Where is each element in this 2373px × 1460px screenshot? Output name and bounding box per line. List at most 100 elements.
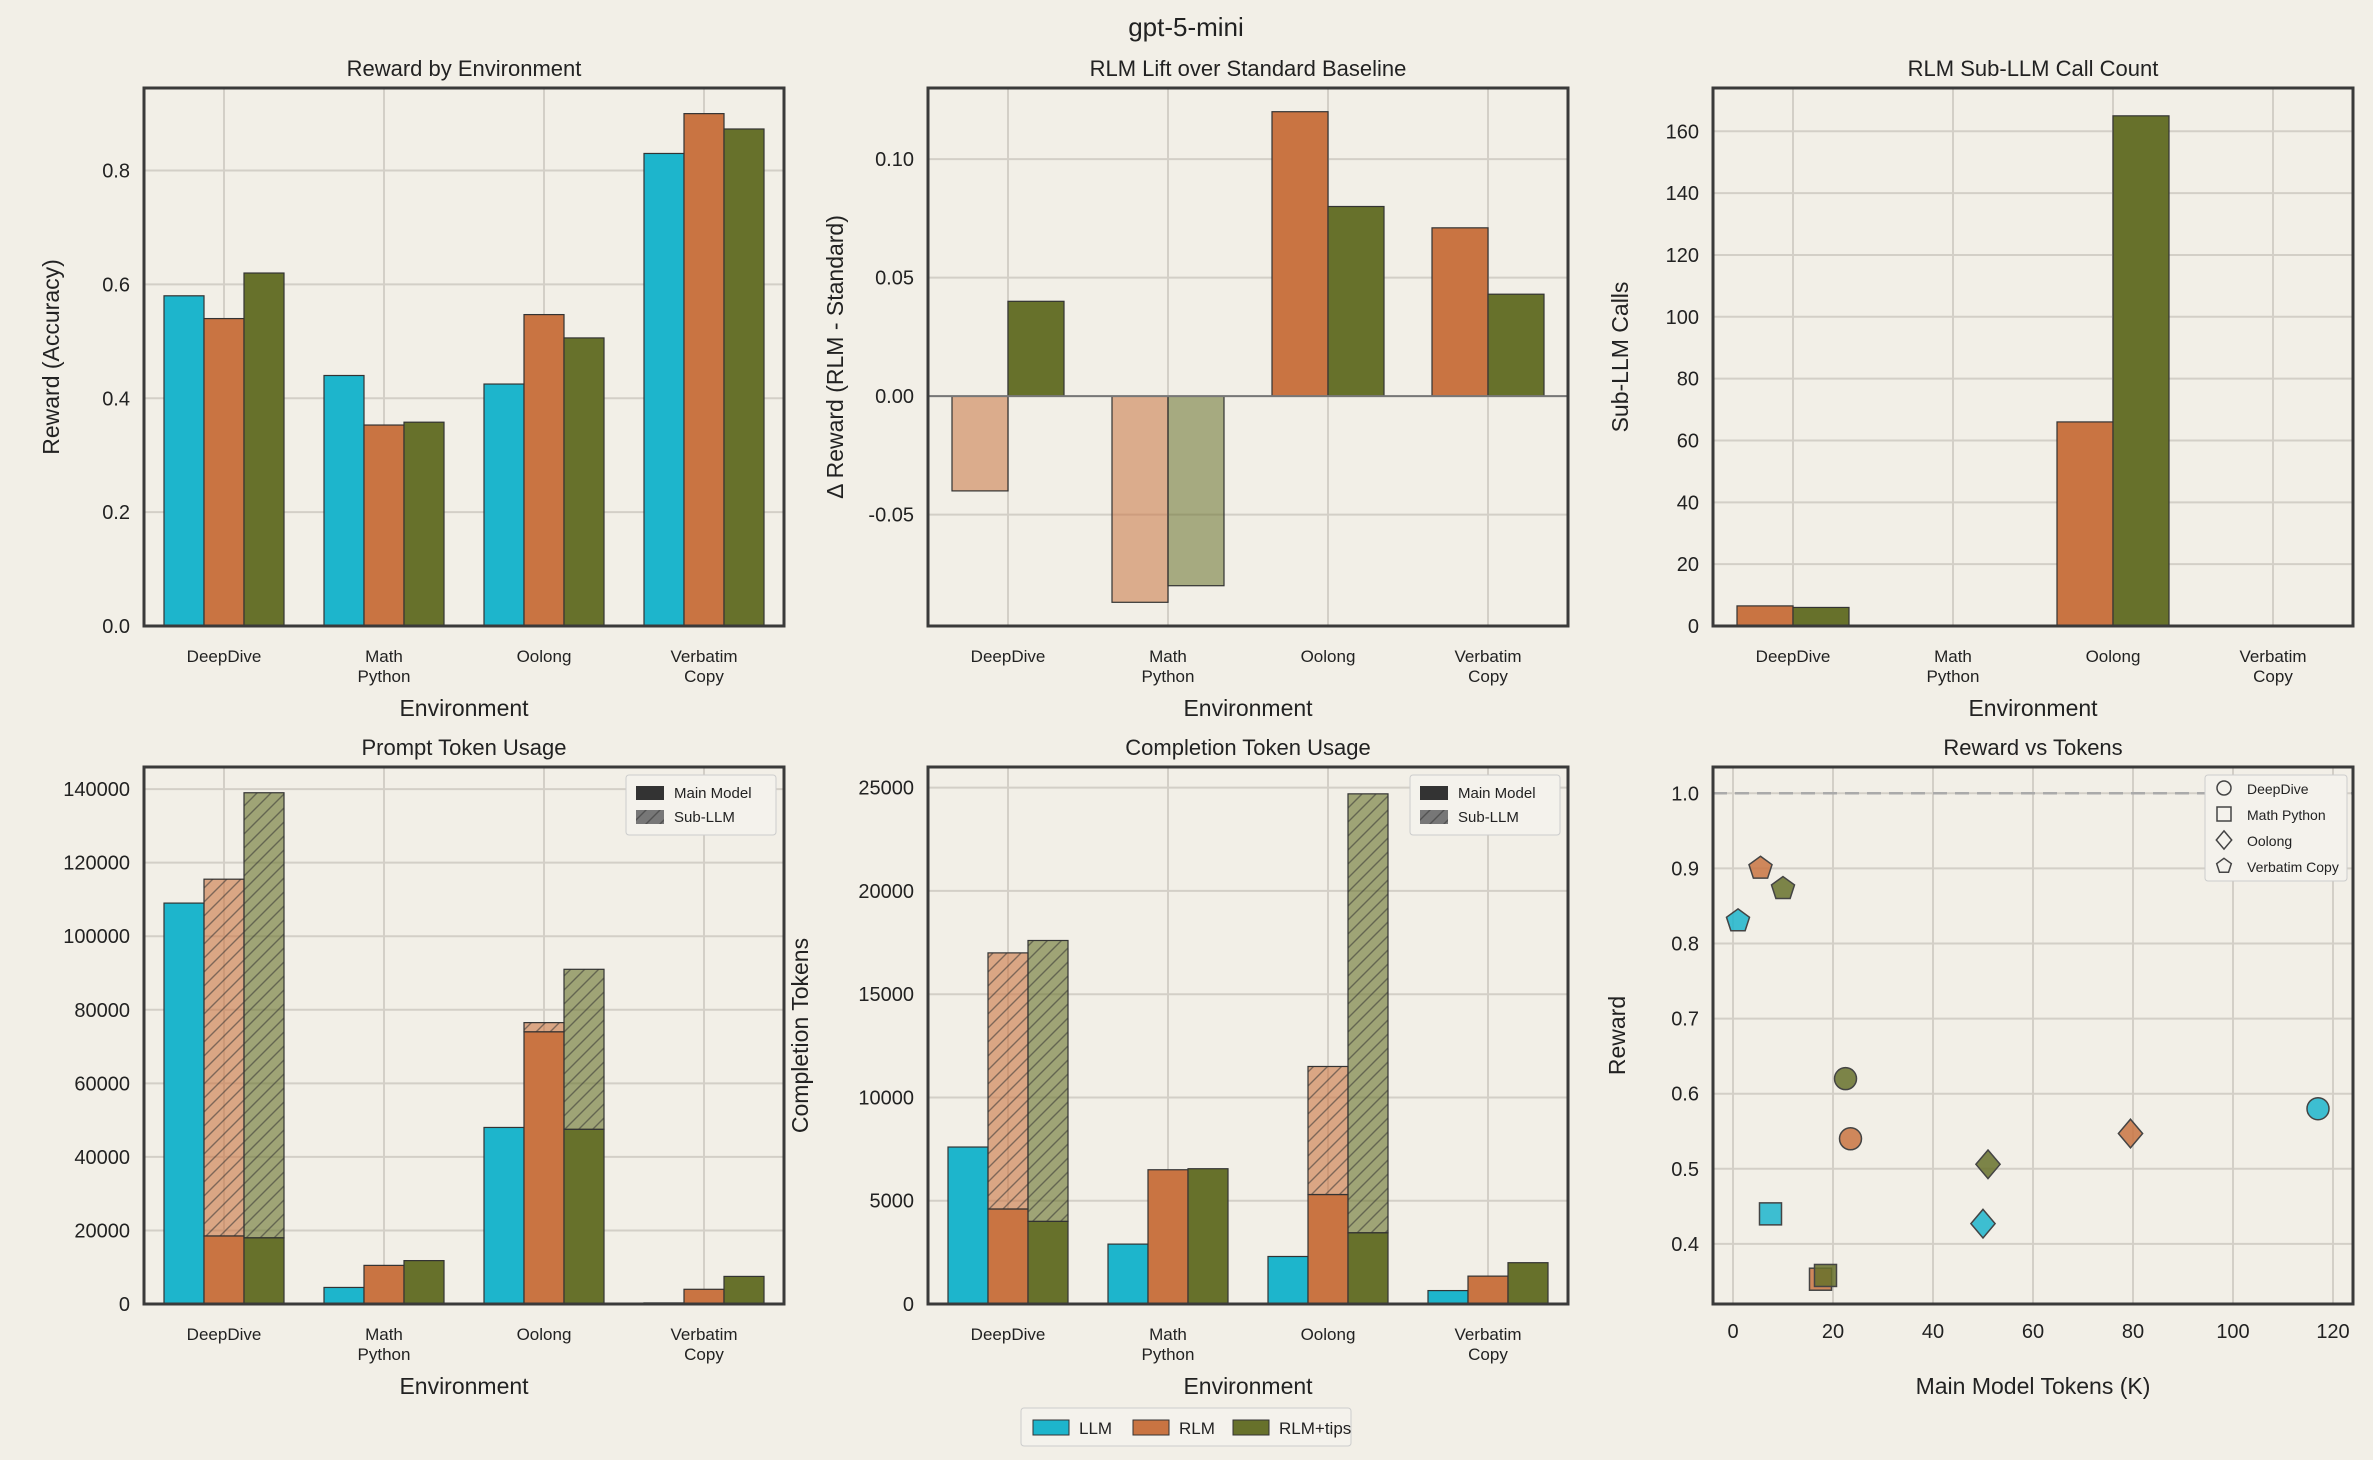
bar-rlm-tips	[1327, 205, 1385, 397]
y-tick-label: 40000	[74, 1147, 130, 1169]
point-rlm-tips	[1833, 1066, 1858, 1091]
x-tick-label: Oolong	[517, 647, 572, 666]
y-tick-label: 160	[1666, 121, 1699, 143]
legend-swatch-rlm	[1132, 1419, 1170, 1436]
bar-rlm-tips	[403, 421, 445, 627]
y-tick-label: 0.4	[1671, 1234, 1699, 1256]
bar-rlm	[203, 1235, 245, 1305]
y-tick-label: 0	[903, 1294, 914, 1316]
pentagon-icon	[2215, 857, 2233, 873]
y-tick-label: 20	[1677, 554, 1699, 576]
y-tick-label: 0.6	[1671, 1084, 1699, 1106]
point-rlm-tips	[1770, 875, 1796, 900]
bar-rlm	[683, 113, 725, 627]
y-tick-label: 0.5	[1671, 1159, 1699, 1181]
x-tick-label: 60	[2022, 1321, 2044, 1343]
diamond-icon	[2215, 829, 2233, 851]
bar-rlm	[951, 395, 1009, 492]
panel-title: Reward vs Tokens	[1943, 735, 2122, 760]
y-tick-label: 80000	[74, 1000, 130, 1022]
sub-llm-swatch	[636, 810, 664, 824]
hatch-overlay	[564, 969, 604, 1130]
bar-rlm	[1736, 605, 1794, 627]
x-tick-label: Oolong	[2086, 647, 2141, 666]
y-tick-label: 1.0	[1671, 783, 1699, 805]
x-tick-label: 20	[1822, 1321, 1844, 1343]
panel-6: Reward vs Tokens Main Model Tokens (K) Rew…	[1604, 735, 2355, 1399]
y-tick-label: 140000	[63, 779, 130, 801]
x-tick-label: Copy	[2253, 667, 2293, 686]
x-tick-label: DeepDive	[971, 647, 1046, 666]
bar-rlm	[987, 1208, 1029, 1305]
bar-llm	[1107, 1243, 1149, 1305]
panel-title: Prompt Token Usage	[361, 735, 566, 760]
x-tick-label: Python	[1927, 667, 1980, 686]
y-tick-label: 0.4	[102, 388, 130, 410]
bar-llm	[947, 1146, 989, 1305]
bar-rlm-tips	[1187, 1168, 1229, 1305]
axes-frame	[1711, 86, 2355, 628]
y-tick-label: 120	[1666, 245, 1699, 267]
bar-llm	[483, 383, 525, 627]
axes-frame	[926, 86, 1570, 628]
bar-rlm-tips	[723, 1275, 765, 1305]
y-tick-label: 120000	[63, 853, 130, 875]
bar-rlm-tips	[723, 128, 765, 627]
x-tick-label: Copy	[1468, 1345, 1508, 1364]
bar-rlm-tips	[1507, 1262, 1549, 1305]
y-tick-label: 20000	[858, 881, 914, 903]
x-tick-label: 120	[2316, 1321, 2349, 1343]
hatch-overlay	[1028, 940, 1068, 1222]
x-axis-label: Environment	[399, 1373, 529, 1399]
x-axis-label: Environment	[399, 695, 529, 721]
marker-legend: DeepDive Math Python Oolong Verbatim Copy	[2204, 774, 2348, 882]
legend-swatch-llm	[1032, 1419, 1070, 1436]
bar-llm	[163, 902, 205, 1305]
figure-legend: LLM RLM RLM+tips	[1020, 1407, 1352, 1447]
legend-label: DeepDive	[2247, 781, 2309, 797]
y-tick-label: 0.8	[1671, 933, 1699, 955]
x-tick-label: Math	[1149, 647, 1187, 666]
y-axis-label: Reward	[1604, 996, 1630, 1075]
x-tick-label: Python	[358, 667, 411, 686]
bar-rlm	[363, 424, 405, 627]
bar-rlm-tips	[2112, 115, 2170, 627]
x-tick-label: DeepDive	[187, 647, 262, 666]
bar-llm	[643, 152, 685, 627]
axes-frame	[142, 765, 786, 1306]
panel-3: RLM Sub-LLM Call Count Environment Sub-LLM…	[1607, 56, 2355, 721]
y-tick-label: 100	[1666, 307, 1699, 329]
x-tick-label: Verbatim	[1454, 1325, 1521, 1344]
y-tick-label: 25000	[858, 778, 914, 800]
bar-rlm	[1431, 227, 1489, 397]
bar-rlm-tips	[1792, 606, 1850, 627]
main-model-swatch	[1420, 786, 1448, 800]
y-tick-label: 0	[119, 1294, 130, 1316]
y-tick-label: 40	[1677, 492, 1699, 514]
bar-rlm	[1147, 1169, 1189, 1305]
bar-rlm-tips	[1167, 395, 1225, 587]
x-tick-label: Verbatim	[2239, 647, 2306, 666]
x-tick-label: Python	[1142, 667, 1195, 686]
y-tick-label: 0.8	[102, 161, 130, 183]
bar-llm	[323, 1286, 365, 1305]
x-tick-label: DeepDive	[971, 1325, 1046, 1344]
bar-rlm	[1111, 395, 1169, 603]
panel-title: RLM Lift over Standard Baseline	[1090, 56, 1407, 81]
x-tick-label: Oolong	[1301, 1325, 1356, 1344]
point-rlm	[1838, 1127, 1863, 1151]
x-axis-label: Main Model Tokens (K)	[1916, 1373, 2151, 1399]
x-tick-label: Math	[365, 1325, 403, 1344]
main-model-swatch	[636, 786, 664, 800]
y-tick-label: 0	[1688, 616, 1699, 638]
bar-llm	[163, 295, 205, 627]
bar-rlm-tips	[403, 1259, 445, 1305]
point-rlm	[1748, 855, 1773, 879]
legend-label: Main Model	[674, 785, 752, 802]
y-tick-label: 0.0	[102, 616, 130, 638]
legend-label: Verbatim Copy	[2247, 859, 2339, 875]
stack-legend: Main Model Sub-LLM	[625, 774, 777, 836]
point-llm	[1725, 907, 1751, 932]
x-tick-label: DeepDive	[187, 1325, 262, 1344]
